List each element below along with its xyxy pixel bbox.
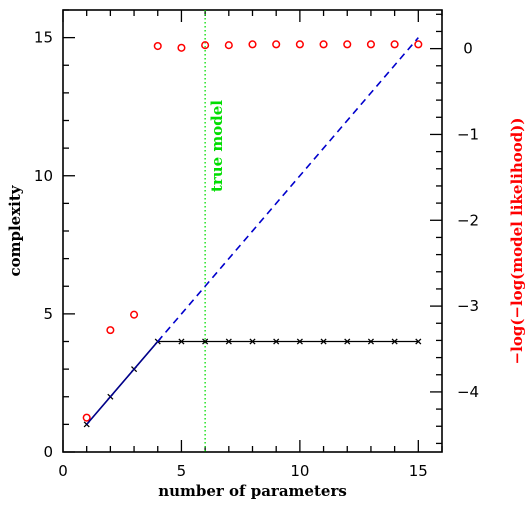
y2-axis-title: −log(−log(model likelihood)) (508, 118, 526, 365)
data-point (414, 40, 423, 49)
data-point (343, 40, 352, 49)
data-point (272, 40, 281, 49)
y-tick-label: 5 (43, 305, 53, 323)
y2-tick-label: −3 (457, 297, 479, 315)
series-2 (157, 37, 419, 343)
data-point (177, 43, 186, 52)
true-model-label: true model (208, 100, 226, 192)
data-point (273, 338, 280, 345)
series-line (86, 340, 159, 425)
data-point (224, 41, 233, 50)
y-axis-title: complexity (6, 184, 24, 276)
data-point (153, 41, 162, 51)
data-point (390, 40, 399, 49)
x-tick-label: 15 (409, 462, 428, 480)
series (82, 37, 423, 428)
data-point (320, 338, 327, 345)
data-point (201, 41, 210, 50)
data-point (178, 338, 185, 345)
data-point (202, 338, 209, 345)
data-point (415, 338, 422, 345)
y-tick-labels: 0 5 10 15 (34, 29, 53, 461)
data-point (296, 338, 303, 345)
data-point (106, 326, 115, 335)
x-tick-label: 10 (290, 462, 309, 480)
data-point (391, 338, 398, 345)
series-0 (83, 338, 422, 428)
data-point (82, 413, 91, 422)
y-tick-label: 0 (43, 443, 53, 461)
annotation: true model (204, 10, 226, 452)
data-point (344, 338, 351, 345)
y2-tick-label: −2 (457, 211, 479, 229)
data-point (249, 338, 256, 345)
y2-tick-labels: 0 −1 −2 −3 −4 (457, 40, 479, 401)
plot-frame (62, 9, 443, 453)
y-tick-label: 15 (34, 29, 53, 47)
x-tick-labels: 0 5 10 15 (58, 462, 428, 480)
series-line (157, 37, 419, 343)
x-axis-title: number of parameters (158, 482, 347, 500)
data-point (130, 310, 139, 319)
series-1 (82, 40, 423, 422)
series-3 (86, 340, 159, 425)
y2-tick-label: −1 (457, 125, 479, 143)
data-point (295, 40, 304, 49)
x-tick-label: 5 (177, 462, 187, 480)
y-tick-label: 10 (34, 167, 53, 185)
data-point (225, 338, 232, 345)
data-point (367, 338, 374, 345)
data-point (366, 40, 375, 49)
y2-tick-label: 0 (463, 40, 473, 58)
data-point (319, 40, 328, 49)
data-point (248, 40, 257, 49)
y2-tick-label: −4 (457, 383, 479, 401)
series-connector (86, 340, 419, 425)
x-tick-label: 0 (58, 462, 68, 480)
